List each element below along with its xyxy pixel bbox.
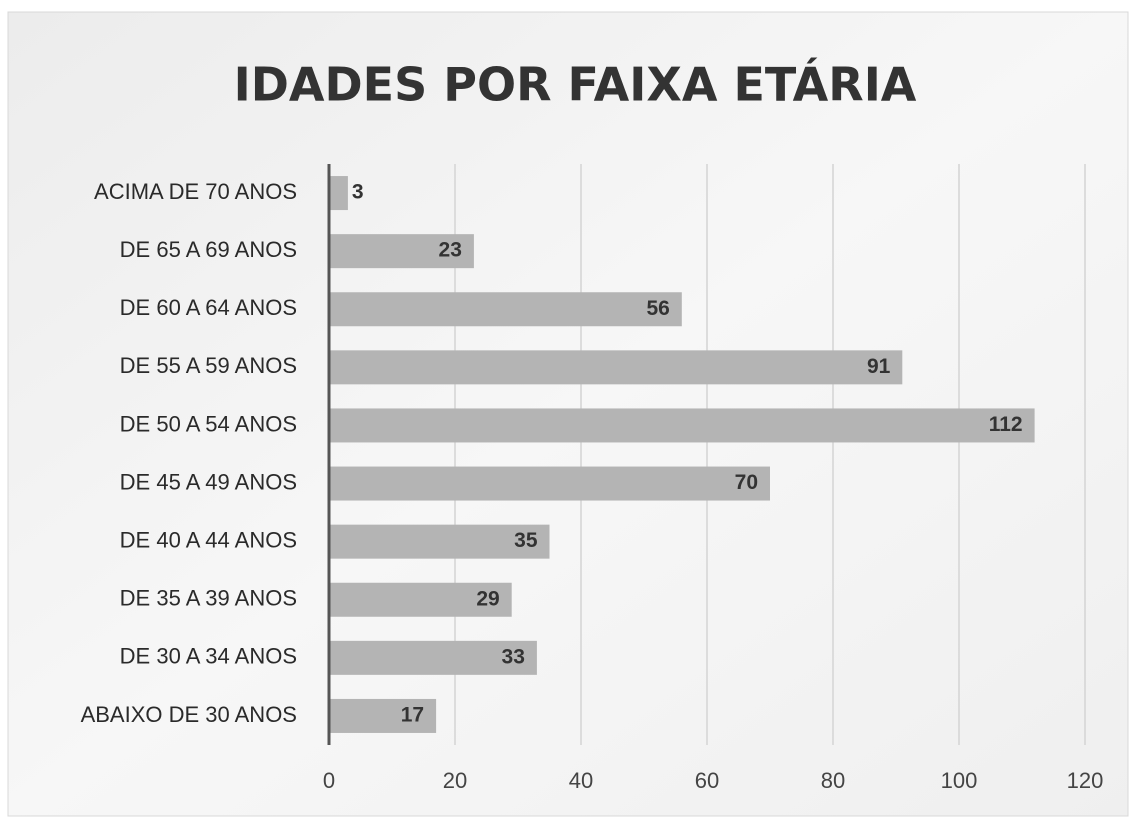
- data-label: 35: [514, 529, 538, 552]
- bar: [329, 582, 512, 617]
- y-tick-label: DE 65 A 69 ANOS: [120, 237, 297, 262]
- data-label: 112: [989, 413, 1023, 436]
- x-tick-label: 80: [821, 768, 845, 793]
- data-label: 56: [646, 297, 669, 320]
- y-tick-label: DE 40 A 44 ANOS: [120, 527, 297, 552]
- bar: [329, 234, 474, 269]
- y-tick-label: DE 35 A 39 ANOS: [120, 586, 297, 611]
- y-tick-label: ACIMA DE 70 ANOS: [94, 179, 297, 204]
- bar: [329, 292, 682, 327]
- data-label: 17: [401, 703, 424, 726]
- x-tick-label: 0: [323, 768, 335, 793]
- x-tick-label: 20: [443, 768, 467, 793]
- y-tick-label: DE 55 A 59 ANOS: [120, 353, 297, 378]
- bar: [329, 350, 903, 385]
- x-tick-label: 100: [941, 768, 978, 793]
- x-tick-label: 120: [1067, 768, 1104, 793]
- data-label: 33: [502, 645, 525, 668]
- bar: [329, 524, 550, 559]
- y-tick-label: DE 45 A 49 ANOS: [120, 469, 297, 494]
- y-tick-label: ABAIXO DE 30 ANOS: [81, 702, 297, 727]
- bar: [329, 408, 1035, 443]
- data-label: 91: [867, 355, 891, 378]
- y-tick-label: DE 50 A 54 ANOS: [120, 411, 297, 436]
- data-label: 23: [439, 239, 462, 262]
- x-tick-label: 40: [569, 768, 593, 793]
- bar: [329, 176, 348, 211]
- chart-title: IDADES POR FAIXA ETÁRIA: [234, 58, 917, 112]
- bar: [329, 640, 537, 675]
- y-tick-label: DE 30 A 34 ANOS: [120, 644, 297, 669]
- x-tick-label: 60: [695, 768, 719, 793]
- data-label: 70: [735, 471, 758, 494]
- data-label: 29: [476, 587, 499, 610]
- bar: [329, 466, 770, 501]
- y-tick-label: DE 60 A 64 ANOS: [120, 295, 297, 320]
- data-label: 3: [352, 181, 364, 204]
- bar: [329, 698, 437, 733]
